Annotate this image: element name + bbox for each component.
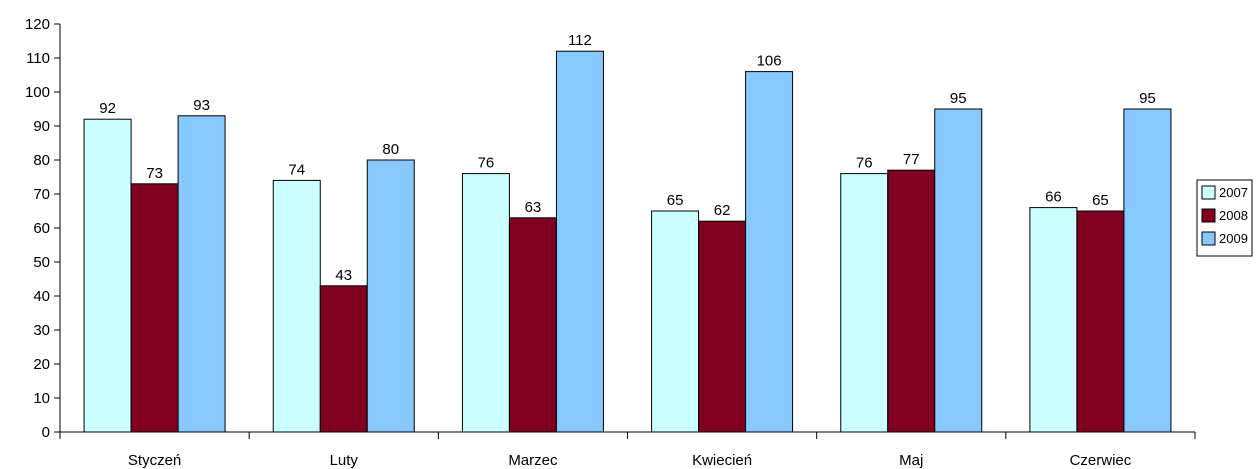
y-tick-label: 40 bbox=[33, 288, 50, 305]
data-label: 106 bbox=[757, 53, 782, 70]
x-axis: Styczeń Luty Marzec Kwiecień Maj Czerwiec bbox=[59, 431, 1196, 469]
bar-2009-Czerwiec bbox=[1123, 108, 1172, 433]
data-label: 74 bbox=[288, 161, 305, 178]
bar-2009-Kwiecień bbox=[745, 71, 794, 433]
data-label: 77 bbox=[903, 151, 920, 168]
data-label: 65 bbox=[667, 192, 684, 209]
bar-2007-Styczeń bbox=[83, 118, 132, 433]
data-label: 62 bbox=[714, 202, 731, 219]
data-label: 43 bbox=[335, 267, 352, 284]
data-label: 65 bbox=[1092, 192, 1109, 209]
y-tick-label: 100 bbox=[25, 84, 50, 101]
legend-label: 2008 bbox=[1219, 208, 1248, 223]
legend-label: 2007 bbox=[1219, 185, 1248, 200]
data-label: 63 bbox=[525, 199, 542, 216]
y-tick-label: 80 bbox=[33, 152, 50, 169]
bar-2007-Kwiecień bbox=[651, 210, 700, 433]
bar-2008-Styczeń bbox=[130, 183, 179, 433]
bar-2009-Marzec bbox=[555, 50, 604, 433]
bar-2008-Maj bbox=[887, 169, 936, 433]
bar-2009-Styczeń bbox=[177, 115, 226, 433]
y-tick-label: 90 bbox=[33, 118, 50, 135]
y-tick-label: 120 bbox=[25, 16, 50, 33]
y-tick-label: 70 bbox=[33, 186, 50, 203]
bar-2007-Czerwiec bbox=[1029, 207, 1078, 433]
x-tick-label: Styczeń bbox=[128, 452, 181, 469]
y-tick-label: 110 bbox=[26, 50, 50, 67]
bar-2009-Luty bbox=[366, 159, 415, 433]
y-tick-label: 50 bbox=[33, 254, 50, 271]
data-label: 80 bbox=[382, 141, 399, 158]
bar-2007-Maj bbox=[840, 173, 889, 433]
bar-2007-Luty bbox=[272, 179, 321, 433]
bar-2009-Maj bbox=[934, 108, 983, 433]
legend-swatch-2008 bbox=[1201, 208, 1216, 223]
bars bbox=[83, 50, 1172, 433]
legend: 2007 2008 2009 bbox=[1196, 179, 1253, 257]
data-label: 92 bbox=[99, 100, 116, 117]
legend-label: 2009 bbox=[1219, 231, 1248, 246]
x-tick-label: Czerwiec bbox=[1070, 452, 1132, 469]
data-label: 76 bbox=[478, 155, 495, 172]
data-label: 93 bbox=[193, 97, 210, 114]
legend-swatch-2009 bbox=[1201, 231, 1216, 246]
x-tick-label: Kwiecień bbox=[692, 452, 752, 469]
data-label: 95 bbox=[1139, 90, 1156, 107]
bar-2008-Kwiecień bbox=[698, 220, 747, 433]
y-tick-label: 0 bbox=[42, 424, 50, 441]
y-axis: 0 10 20 30 40 50 60 70 80 90 100 110 120 bbox=[25, 16, 61, 441]
x-tick-label: Luty bbox=[330, 452, 359, 469]
data-label: 95 bbox=[950, 90, 967, 107]
y-tick-label: 30 bbox=[33, 322, 50, 339]
data-labels: 92 73 93 74 43 80 76 63 112 65 62 106 76 77 95 66 65 95 bbox=[99, 32, 1156, 284]
bar-2007-Marzec bbox=[461, 173, 510, 433]
data-label: 76 bbox=[856, 155, 873, 172]
data-label: 66 bbox=[1045, 189, 1062, 206]
data-label: 73 bbox=[146, 165, 163, 182]
y-tick-label: 10 bbox=[33, 390, 50, 407]
legend-swatch-2007 bbox=[1201, 185, 1216, 200]
data-label: 112 bbox=[568, 32, 592, 49]
x-tick-label: Maj bbox=[899, 452, 923, 469]
bar-2008-Marzec bbox=[508, 217, 557, 433]
y-tick-label: 60 bbox=[33, 220, 50, 237]
y-tick-label: 20 bbox=[33, 356, 50, 373]
x-tick-label: Marzec bbox=[508, 452, 558, 469]
bar-2008-Luty bbox=[319, 285, 368, 433]
bar-2008-Czerwiec bbox=[1076, 210, 1125, 433]
